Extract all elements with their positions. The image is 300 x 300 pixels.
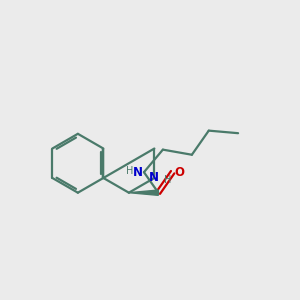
Polygon shape [129,190,158,195]
Text: N: N [149,172,159,184]
Text: N: N [133,166,142,179]
Text: O: O [174,166,184,179]
Text: H: H [164,175,171,185]
Text: H: H [126,166,134,176]
